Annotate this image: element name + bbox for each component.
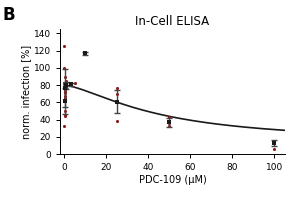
Title: In-Cell ELISA: In-Cell ELISA <box>136 15 210 28</box>
Point <box>63 113 68 116</box>
Point <box>63 115 68 118</box>
Point <box>63 88 68 91</box>
Point <box>114 120 119 123</box>
Point <box>83 52 88 55</box>
Point <box>62 91 67 94</box>
Point <box>63 85 68 89</box>
Point <box>63 109 68 113</box>
Point <box>72 82 77 85</box>
Point <box>114 92 119 95</box>
Point <box>167 124 172 127</box>
Point <box>62 94 67 97</box>
Point <box>62 124 67 127</box>
Point <box>272 140 277 143</box>
Point <box>62 45 67 48</box>
Point <box>64 79 69 83</box>
Y-axis label: norm. infection [%]: norm. infection [%] <box>21 45 31 139</box>
Point <box>167 116 172 119</box>
Point <box>64 85 69 89</box>
Point <box>62 75 67 78</box>
Point <box>272 147 277 151</box>
Point <box>62 82 67 85</box>
Text: B: B <box>3 6 16 24</box>
Point <box>62 66 67 70</box>
Point <box>62 86 67 89</box>
Point <box>167 122 172 125</box>
Point <box>68 84 73 87</box>
Point <box>63 91 68 95</box>
Point <box>64 82 69 85</box>
Point <box>68 81 73 84</box>
Point <box>64 84 69 87</box>
Point <box>63 97 68 100</box>
X-axis label: PDC-109 (μM): PDC-109 (μM) <box>139 175 206 185</box>
Point <box>114 86 119 89</box>
Point <box>62 87 67 90</box>
Point <box>272 141 277 145</box>
